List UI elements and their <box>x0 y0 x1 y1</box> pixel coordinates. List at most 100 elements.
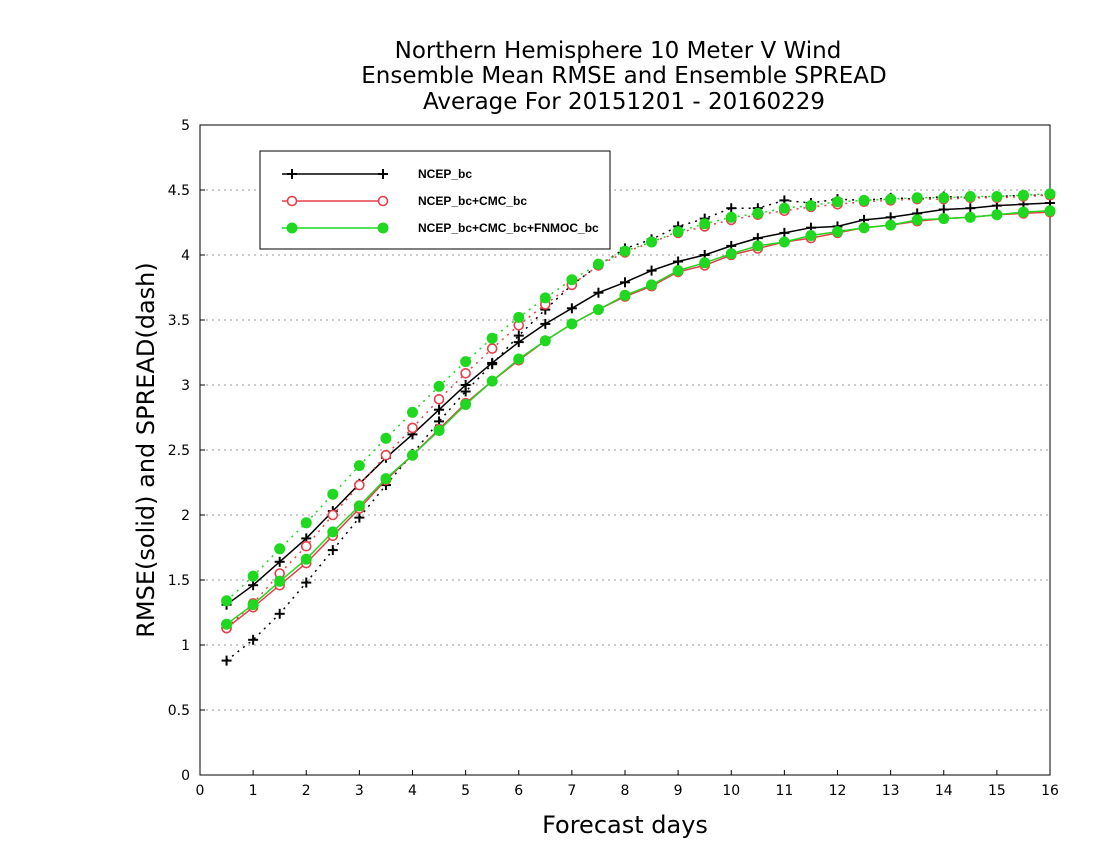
series-2-rmse-point-25 <box>885 219 897 231</box>
series-0-rmse-point-27 <box>938 204 949 215</box>
y-tick-label-3: 1.5 <box>168 573 190 589</box>
series-2-rmse-point-11 <box>513 353 525 365</box>
series-2 <box>221 188 1056 630</box>
series-2-rmse-point-23 <box>832 226 843 238</box>
series-2-rmse-point-13 <box>566 318 578 330</box>
series-1-spread-point-9 <box>460 367 471 379</box>
series-0-spread-point-19 <box>726 203 737 214</box>
x-tick-label-6: 6 <box>514 783 523 799</box>
y-tick-label-10: 5 <box>181 118 190 134</box>
series-0-rmse-line <box>226 202 1051 606</box>
chart-title-line-2: Ensemble Mean RMSE and Ensemble SPREAD <box>361 63 886 89</box>
legend-box <box>259 150 611 250</box>
x-tick-label-2: 2 <box>302 783 311 799</box>
series-0 <box>221 190 1055 666</box>
y-tick-label-5: 2.5 <box>168 443 190 459</box>
series-2-spread-point-20 <box>752 207 764 219</box>
series-1-spread-point-4 <box>327 509 339 521</box>
series-2-rmse-point-21 <box>778 236 790 248</box>
series-2-rmse-point-15 <box>619 289 631 301</box>
series-1-rmse-line <box>226 211 1051 629</box>
series-2-spread-point-29 <box>991 191 1003 202</box>
series-2-spread-point-3 <box>300 517 312 529</box>
y-axis-label: RMSE(solid) and SPREAD(dash) <box>132 262 160 638</box>
series-2-spread-point-28 <box>964 191 976 202</box>
x-tick-label-10: 10 <box>722 783 740 799</box>
x-tick-label-0: 0 <box>196 783 205 799</box>
series-2-rmse-point-29 <box>991 209 1003 221</box>
series-2-spread-point-7 <box>407 406 418 418</box>
y-tick-label-4: 2 <box>181 508 190 524</box>
series-2-spread-point-5 <box>353 460 365 472</box>
series-0-rmse-point-21 <box>779 227 790 238</box>
series-0-rmse-point-28 <box>965 203 976 214</box>
series-2-rmse-point-2 <box>274 575 286 587</box>
x-tick-label-16: 16 <box>1041 783 1059 799</box>
series-2-spread-point-19 <box>725 211 737 223</box>
legend: NCEP_bc NCEP_bc+CMC_bc NCEP_bc+CMC_bc+FNMO… <box>259 150 611 250</box>
legend-label-2: NCEP_bc+CMC_bc+FNMOC_bc <box>418 221 599 235</box>
series-2-spread-point-14 <box>592 258 604 270</box>
x-tick-label-4: 4 <box>408 783 417 799</box>
y-tick-label-0: 0 <box>181 768 190 784</box>
x-tick-label-3: 3 <box>355 783 364 799</box>
series-1-spread-point-8 <box>433 393 445 405</box>
series-2-rmse-point-3 <box>300 553 312 565</box>
chart-title-line-1: Northern Hemisphere 10 Meter V Wind <box>395 38 842 64</box>
series-0-spread-line <box>226 194 1050 662</box>
series-2-rmse-point-28 <box>964 211 976 223</box>
series-2-rmse-point-24 <box>858 222 870 234</box>
x-tick-label-9: 9 <box>674 783 683 799</box>
series-0-rmse-point-2 <box>274 556 285 567</box>
series-0-rmse-point-13 <box>566 303 577 314</box>
legend-marker-end-1 <box>377 195 389 207</box>
x-tick-label-8: 8 <box>621 783 630 799</box>
series-2-spread-point-31 <box>1044 188 1056 200</box>
y-tick-label-6: 3 <box>181 378 190 394</box>
series-0-rmse-point-10 <box>487 357 498 368</box>
series-1 <box>221 189 1056 634</box>
series-2-rmse-point-5 <box>353 500 365 512</box>
series-0-rmse-point-14 <box>593 287 604 298</box>
series-2-spread-point-23 <box>832 196 843 208</box>
series-2-rmse-line <box>226 210 1051 625</box>
x-tick-label-11: 11 <box>775 783 793 799</box>
series-2-rmse-point-7 <box>407 449 418 461</box>
series-0-spread-point-5 <box>354 512 365 523</box>
series-2-spread-point-30 <box>1017 189 1029 201</box>
series-2-spread-point-18 <box>699 218 711 230</box>
series-1-spread-point-7 <box>407 422 418 434</box>
x-tick-label-5: 5 <box>461 783 470 799</box>
series-2-rmse-point-12 <box>539 335 551 347</box>
series-2-spread-point-24 <box>858 194 870 206</box>
series-1-spread-point-5 <box>354 479 365 491</box>
series-2-spread-point-1 <box>247 570 259 582</box>
series-2-rmse-point-19 <box>725 248 737 260</box>
series-2-spread-point-10 <box>486 332 498 344</box>
series-2-spread-point-9 <box>460 356 472 368</box>
x-tick-label-14: 14 <box>935 783 953 799</box>
series-2-rmse-point-8 <box>433 425 445 436</box>
series-0-rmse-point-9 <box>460 380 471 390</box>
series-0-spread-point-4 <box>327 545 338 556</box>
series-2-spread-point-13 <box>566 274 578 286</box>
y-tick-label-9: 4.5 <box>168 183 190 199</box>
series-2-spread-point-21 <box>778 202 790 214</box>
series-0-rmse-point-8 <box>434 404 445 415</box>
x-tick-label-7: 7 <box>567 783 576 799</box>
x-axis-label: Forecast days <box>542 811 708 839</box>
y-tick-label-1: 0.5 <box>168 703 190 719</box>
series-2-rmse-point-16 <box>646 279 658 291</box>
axes: 00.511.522.533.544.550 1 2 3 4 5 6 7 8 9 10 11 12 13 1… <box>168 118 1059 799</box>
series-2-spread-point-4 <box>327 488 339 500</box>
series <box>221 188 1056 666</box>
series-2-rmse-point-10 <box>486 375 498 387</box>
legend-marker-start-1 <box>286 195 298 207</box>
series-2-rmse-point-18 <box>699 257 711 269</box>
series-2-rmse-point-20 <box>752 240 764 252</box>
x-tick-label-12: 12 <box>829 783 847 799</box>
chart-title: Northern Hemisphere 10 Meter V Wind Ense… <box>361 38 886 115</box>
series-2-rmse-point-17 <box>672 265 684 277</box>
series-2-rmse-point-4 <box>327 526 339 538</box>
